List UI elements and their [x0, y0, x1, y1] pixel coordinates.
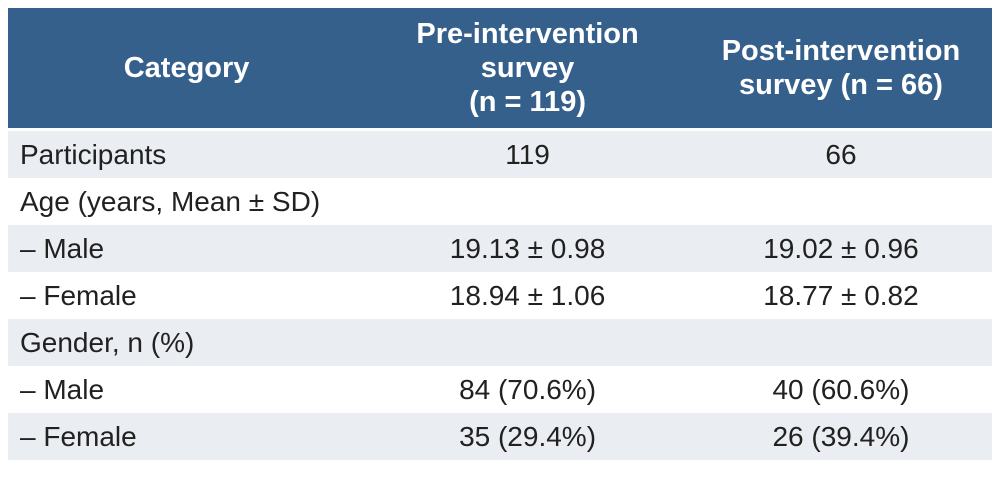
- pre-value-cell: 119: [365, 131, 690, 178]
- table-row: – Female 18.94 ± 1.06 18.77 ± 0.82: [8, 272, 992, 319]
- table-row: – Male 19.13 ± 0.98 19.02 ± 0.96: [8, 225, 992, 272]
- category-cell: Gender, n (%): [8, 319, 366, 366]
- table-row: – Male 84 (70.6%) 40 (60.6%): [8, 366, 992, 413]
- pre-value-cell: 19.13 ± 0.98: [365, 225, 690, 272]
- category-cell: – Female: [8, 413, 366, 460]
- post-value-cell: [689, 319, 992, 366]
- column-header-pre-intervention: Pre-intervention survey (n = 119): [365, 8, 690, 131]
- category-cell: Age (years, Mean ± SD): [8, 178, 366, 225]
- table-body: Participants 119 66 Age (years, Mean ± S…: [8, 131, 992, 460]
- category-cell: – Male: [8, 366, 366, 413]
- header-row: Category Pre-intervention survey (n = 11…: [8, 8, 992, 131]
- pre-value-cell: 84 (70.6%): [365, 366, 690, 413]
- table-row: Gender, n (%): [8, 319, 992, 366]
- post-value-cell: 66: [689, 131, 992, 178]
- post-value-cell: 18.77 ± 0.82: [689, 272, 992, 319]
- post-value-cell: [689, 178, 992, 225]
- post-value-cell: 19.02 ± 0.96: [689, 225, 992, 272]
- column-header-post-intervention: Post-intervention survey (n = 66): [689, 8, 992, 131]
- survey-demographics-table: Category Pre-intervention survey (n = 11…: [8, 8, 992, 460]
- table-row: – Female 35 (29.4%) 26 (39.4%): [8, 413, 992, 460]
- column-header-category: Category: [8, 8, 366, 131]
- pre-value-cell: 18.94 ± 1.06: [365, 272, 690, 319]
- pre-value-cell: [365, 319, 690, 366]
- table-row: Age (years, Mean ± SD): [8, 178, 992, 225]
- table-header: Category Pre-intervention survey (n = 11…: [8, 8, 992, 131]
- category-cell: – Female: [8, 272, 366, 319]
- pre-value-cell: [365, 178, 690, 225]
- survey-demographics-table-wrap: Category Pre-intervention survey (n = 11…: [8, 8, 992, 460]
- table-row: Participants 119 66: [8, 131, 992, 178]
- post-value-cell: 26 (39.4%): [689, 413, 992, 460]
- pre-value-cell: 35 (29.4%): [365, 413, 690, 460]
- post-value-cell: 40 (60.6%): [689, 366, 992, 413]
- category-cell: Participants: [8, 131, 366, 178]
- category-cell: – Male: [8, 225, 366, 272]
